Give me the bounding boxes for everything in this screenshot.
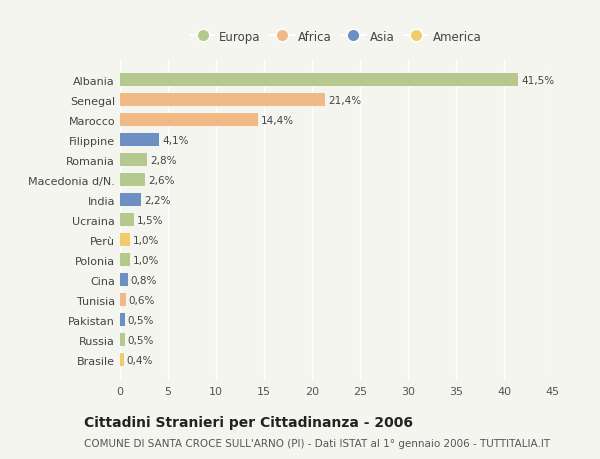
Bar bbox=[120, 74, 518, 87]
Text: 0,5%: 0,5% bbox=[128, 315, 154, 325]
Text: Cittadini Stranieri per Cittadinanza - 2006: Cittadini Stranieri per Cittadinanza - 2… bbox=[84, 415, 413, 429]
Bar bbox=[120, 194, 141, 207]
Text: 4,1%: 4,1% bbox=[162, 135, 189, 146]
Bar bbox=[120, 313, 125, 326]
Bar bbox=[120, 134, 160, 147]
Text: 1,0%: 1,0% bbox=[133, 235, 159, 245]
Bar bbox=[120, 114, 258, 127]
Bar bbox=[120, 154, 147, 167]
Bar bbox=[120, 254, 130, 267]
Bar bbox=[120, 174, 145, 187]
Text: 21,4%: 21,4% bbox=[328, 96, 361, 106]
Text: 0,6%: 0,6% bbox=[128, 295, 155, 305]
Text: 0,5%: 0,5% bbox=[128, 335, 154, 345]
Text: 2,6%: 2,6% bbox=[148, 175, 175, 185]
Bar bbox=[120, 274, 128, 286]
Text: 0,4%: 0,4% bbox=[127, 355, 153, 365]
Bar bbox=[120, 94, 325, 107]
Bar bbox=[120, 334, 125, 347]
Bar bbox=[120, 234, 130, 247]
Bar bbox=[120, 353, 124, 366]
Text: 1,0%: 1,0% bbox=[133, 255, 159, 265]
Legend: Europa, Africa, Asia, America: Europa, Africa, Asia, America bbox=[187, 27, 485, 47]
Text: 1,5%: 1,5% bbox=[137, 215, 164, 225]
Text: 41,5%: 41,5% bbox=[521, 76, 554, 86]
Text: 2,2%: 2,2% bbox=[144, 196, 170, 205]
Text: 0,8%: 0,8% bbox=[131, 275, 157, 285]
Bar bbox=[120, 214, 134, 227]
Text: 2,8%: 2,8% bbox=[150, 156, 176, 166]
Bar bbox=[120, 294, 126, 307]
Text: 14,4%: 14,4% bbox=[261, 116, 294, 126]
Text: COMUNE DI SANTA CROCE SULL'ARNO (PI) - Dati ISTAT al 1° gennaio 2006 - TUTTITALI: COMUNE DI SANTA CROCE SULL'ARNO (PI) - D… bbox=[84, 438, 550, 448]
